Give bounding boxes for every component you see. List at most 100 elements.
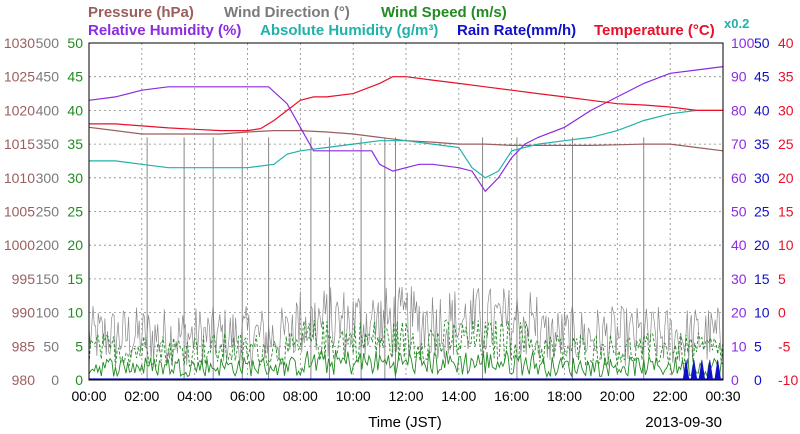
y-tick-label-relative-humidity: 90: [731, 69, 747, 85]
y-tick-label-relative-humidity: 40: [731, 237, 747, 253]
y-tick-label-wind-direction: 150: [36, 271, 60, 287]
y-tick-label-rain-rate: 10: [754, 305, 770, 321]
y-tick-label-relative-humidity: 60: [731, 170, 747, 186]
plot-frame: [88, 42, 724, 381]
legend-rain-rate: Rain Rate(mm/h): [457, 22, 576, 39]
x-tick-label: 04:00: [177, 388, 212, 404]
x-tick-label: 14:00: [441, 388, 476, 404]
y-tick-label-wind-speed: 45: [67, 69, 83, 85]
axis-ticks: 1030102510201015101010051000995990985980…: [4, 35, 799, 388]
y-tick-label-pressure: 985: [12, 338, 36, 354]
y-tick-label-rain-rate: 35: [754, 136, 770, 152]
y-tick-label-rain-rate: 25: [754, 204, 770, 220]
x-tick-label: 22:00: [653, 388, 688, 404]
wind-direction-line: [88, 286, 724, 367]
x-tick-label: 10:00: [336, 388, 371, 404]
y-tick-label-rain-rate: 5: [754, 338, 762, 354]
y-tick-label-temperature: 0: [778, 305, 786, 321]
legend-row-2: Relative Humidity (%) Absolute Humidity …: [88, 16, 749, 39]
y-tick-label-temperature: -5: [778, 338, 791, 354]
y-tick-label-wind-speed: 50: [67, 35, 83, 51]
y-tick-label-wind-speed: 35: [67, 136, 83, 152]
y-tick-label-pressure: 995: [12, 271, 36, 287]
y-tick-label-pressure: 1005: [4, 204, 35, 220]
x-tick-label: 16:00: [494, 388, 529, 404]
y-tick-label-wind-direction: 100: [36, 305, 60, 321]
x-tick-label: 00:30: [705, 388, 740, 404]
y-tick-label-temperature: 40: [778, 35, 794, 51]
x-tick-label: 18:00: [547, 388, 582, 404]
rain-scale-note: x0.2: [724, 16, 749, 31]
y-tick-label-relative-humidity: 20: [731, 305, 747, 321]
y-tick-label-temperature: 30: [778, 102, 794, 118]
x-tick-label: 20:00: [600, 388, 635, 404]
y-tick-label-relative-humidity: 100: [731, 35, 755, 51]
y-tick-label-wind-direction: 300: [36, 170, 60, 186]
y-tick-label-rain-rate: 30: [754, 170, 770, 186]
chart-date: 2013-09-30: [645, 414, 722, 431]
absolute-humidity-g-m-line: [89, 109, 723, 179]
y-tick-label-relative-humidity: 30: [731, 271, 747, 287]
y-tick-label-rain-rate: 20: [754, 237, 770, 253]
y-tick-label-rain-rate: 0: [754, 372, 762, 388]
y-tick-label-pressure: 1000: [4, 237, 35, 253]
y-tick-label-pressure: 1030: [4, 35, 35, 51]
legend-relative-humidity: Relative Humidity (%): [88, 22, 241, 39]
x-axis-ticks: 00:00 02:00 04:00 06:00 08:00 10:00 12:00 14:00…: [71, 388, 740, 404]
y-tick-label-wind-speed: 25: [67, 204, 83, 220]
y-tick-label-wind-speed: 20: [67, 237, 83, 253]
rain-rate-mark: [714, 359, 722, 381]
y-tick-label-wind-direction: 450: [36, 69, 60, 85]
legend-absolute-humidity: Absolute Humidity (g/m³): [260, 22, 438, 39]
x-tick-label: 08:00: [283, 388, 318, 404]
y-tick-label-pressure: 990: [12, 305, 36, 321]
y-tick-label-temperature: 5: [778, 271, 786, 287]
y-tick-label-wind-speed: 5: [75, 338, 83, 354]
wind-speed-line: [88, 348, 724, 379]
temperature-c-line: [89, 76, 723, 132]
y-tick-label-wind-speed: 10: [67, 305, 83, 321]
wind-speed-gust-line: [88, 319, 724, 368]
legend-wind-direction: Wind Direction (°): [224, 4, 350, 21]
y-tick-label-wind-direction: 250: [36, 204, 60, 220]
y-tick-label-wind-direction: 0: [51, 372, 59, 388]
y-tick-label-wind-direction: 500: [36, 35, 60, 51]
y-tick-label-pressure: 980: [12, 372, 36, 388]
y-tick-label-wind-direction: 50: [43, 338, 59, 354]
plot-series: [88, 66, 724, 381]
y-tick-label-relative-humidity: 10: [731, 338, 747, 354]
legend-wind-speed: Wind Speed (m/s): [381, 4, 507, 21]
x-tick-label: 12:00: [388, 388, 423, 404]
relative-humidity-line: [88, 66, 724, 193]
y-tick-label-wind-speed: 30: [67, 170, 83, 186]
y-tick-label-wind-speed: 0: [75, 372, 83, 388]
y-tick-label-pressure: 1020: [4, 102, 35, 118]
legend-temperature: Temperature (°C): [594, 22, 715, 39]
y-tick-label-pressure: 1010: [4, 170, 35, 186]
legend-pressure: Pressure (hPa): [88, 4, 194, 21]
y-tick-label-relative-humidity: 0: [731, 372, 739, 388]
y-tick-label-relative-humidity: 70: [731, 136, 747, 152]
x-tick-label: 02:00: [124, 388, 159, 404]
legend-row-1: Pressure (hPa) Wind Direction (°) Wind S…: [88, 4, 507, 21]
x-tick-label: 00:00: [71, 388, 106, 404]
y-tick-label-rain-rate: 50: [754, 35, 770, 51]
y-tick-label-relative-humidity: 80: [731, 102, 747, 118]
y-tick-label-relative-humidity: 50: [731, 204, 747, 220]
y-tick-label-wind-direction: 200: [36, 237, 60, 253]
y-tick-label-pressure: 1025: [4, 69, 35, 85]
y-tick-label-rain-rate: 40: [754, 102, 770, 118]
y-tick-label-temperature: 20: [778, 170, 794, 186]
y-tick-label-rain-rate: 45: [754, 69, 770, 85]
y-tick-label-temperature: -10: [778, 372, 798, 388]
y-tick-label-pressure: 1015: [4, 136, 35, 152]
y-tick-label-rain-rate: 15: [754, 271, 770, 287]
x-axis-title: Time (JST): [368, 414, 442, 431]
y-tick-label-wind-speed: 15: [67, 271, 83, 287]
y-tick-label-wind-direction: 400: [36, 102, 60, 118]
y-tick-label-temperature: 35: [778, 69, 794, 85]
y-tick-label-temperature: 15: [778, 204, 794, 220]
y-tick-label-wind-speed: 40: [67, 102, 83, 118]
y-tick-label-wind-direction: 350: [36, 136, 60, 152]
